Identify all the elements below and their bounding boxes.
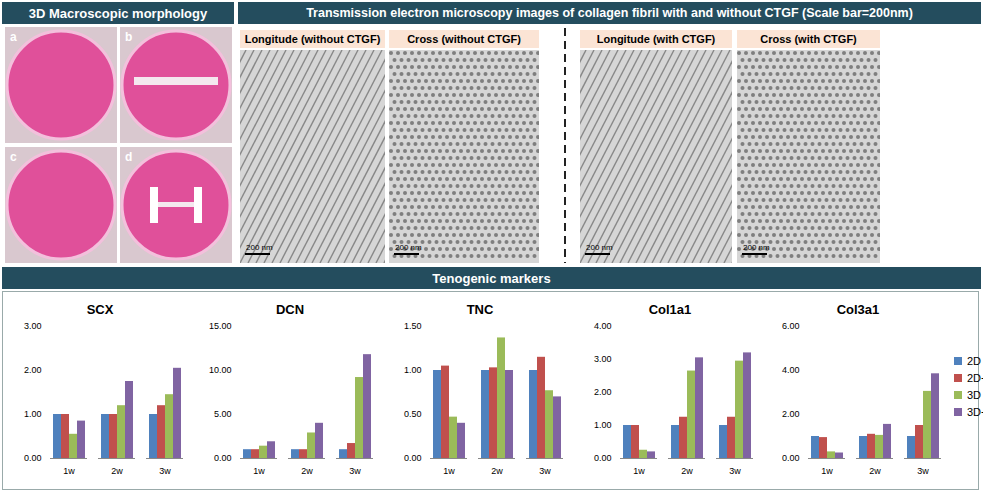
svg-text:1.00: 1.00 — [404, 365, 422, 375]
svg-text:3w: 3w — [349, 466, 361, 476]
html-text:TNC: TNC — [466, 302, 494, 317]
html-text:3D: 3D — [967, 389, 982, 401]
svg-text:1w: 1w — [253, 466, 265, 476]
svg-text:2w: 2w — [681, 466, 693, 476]
svg-text:3w: 3w — [729, 466, 741, 476]
svg-text:2w: 2w — [301, 466, 313, 476]
html-text:Longitude (without CTGF): Longitude (without CTGF) — [244, 33, 381, 45]
svg-text:0.00: 0.00 — [214, 453, 232, 463]
svg-text:1.00: 1.00 — [24, 409, 42, 419]
html-text:DCN: DCN — [275, 302, 305, 317]
svg-text:15.00: 15.00 — [209, 321, 232, 331]
svg-text:3w: 3w — [159, 466, 171, 476]
html-text:Tenogenic markers: Tenogenic markers — [432, 270, 551, 286]
html-text:Col1a1: Col1a1 — [648, 302, 692, 317]
svg-text:0.00: 0.00 — [404, 453, 422, 463]
svg-text:2.00: 2.00 — [594, 387, 612, 397]
svg-text:0.00: 0.00 — [782, 453, 800, 463]
svg-text:1w: 1w — [63, 466, 75, 476]
svg-text:0.00: 0.00 — [24, 453, 42, 463]
svg-text:4.00: 4.00 — [782, 365, 800, 375]
svg-text:5.00: 5.00 — [214, 409, 232, 419]
svg-text:200 nm: 200 nm — [395, 243, 422, 252]
svg-text:3.00: 3.00 — [24, 321, 42, 331]
svg-text:10.00: 10.00 — [209, 365, 232, 375]
html-text:Cross (with CTGF): Cross (with CTGF) — [760, 33, 857, 45]
svg-text:2w: 2w — [491, 466, 503, 476]
svg-text:c: c — [10, 150, 17, 164]
svg-text:3.00: 3.00 — [594, 354, 612, 364]
svg-text:4.00: 4.00 — [594, 321, 612, 331]
svg-text:2.00: 2.00 — [24, 365, 42, 375]
svg-text:b: b — [125, 30, 132, 44]
svg-text:0.50: 0.50 — [404, 409, 422, 419]
html-text:SCX: SCX — [86, 302, 114, 317]
svg-text:2w: 2w — [869, 466, 881, 476]
svg-text:1.50: 1.50 — [404, 321, 422, 331]
svg-text:1w: 1w — [821, 466, 833, 476]
html-text:Longitude (with CTGF): Longitude (with CTGF) — [596, 33, 716, 45]
svg-text:a: a — [10, 30, 17, 44]
html-text:Col3a1: Col3a1 — [836, 302, 880, 317]
svg-text:d: d — [125, 150, 132, 164]
svg-text:200 nm: 200 nm — [586, 243, 613, 252]
html-text:2D: 2D — [967, 355, 982, 367]
html-text:Transmission electron microsco: Transmission electron microscopy images … — [306, 6, 913, 20]
svg-text:0.00: 0.00 — [594, 453, 612, 463]
svg-text:2.00: 2.00 — [782, 409, 800, 419]
svg-text:200 nm: 200 nm — [246, 243, 273, 252]
svg-text:3w: 3w — [539, 466, 551, 476]
svg-text:1.00: 1.00 — [594, 420, 612, 430]
svg-text:1w: 1w — [443, 466, 455, 476]
html-text:Cross (without CTGF): Cross (without CTGF) — [407, 33, 521, 45]
svg-text:2w: 2w — [111, 466, 123, 476]
svg-text:3w: 3w — [917, 466, 929, 476]
svg-text:1w: 1w — [633, 466, 645, 476]
svg-text:6.00: 6.00 — [782, 321, 800, 331]
svg-text:200 nm: 200 nm — [743, 243, 770, 252]
html-text:3D Macroscopic morphology: 3D Macroscopic morphology — [28, 5, 208, 21]
